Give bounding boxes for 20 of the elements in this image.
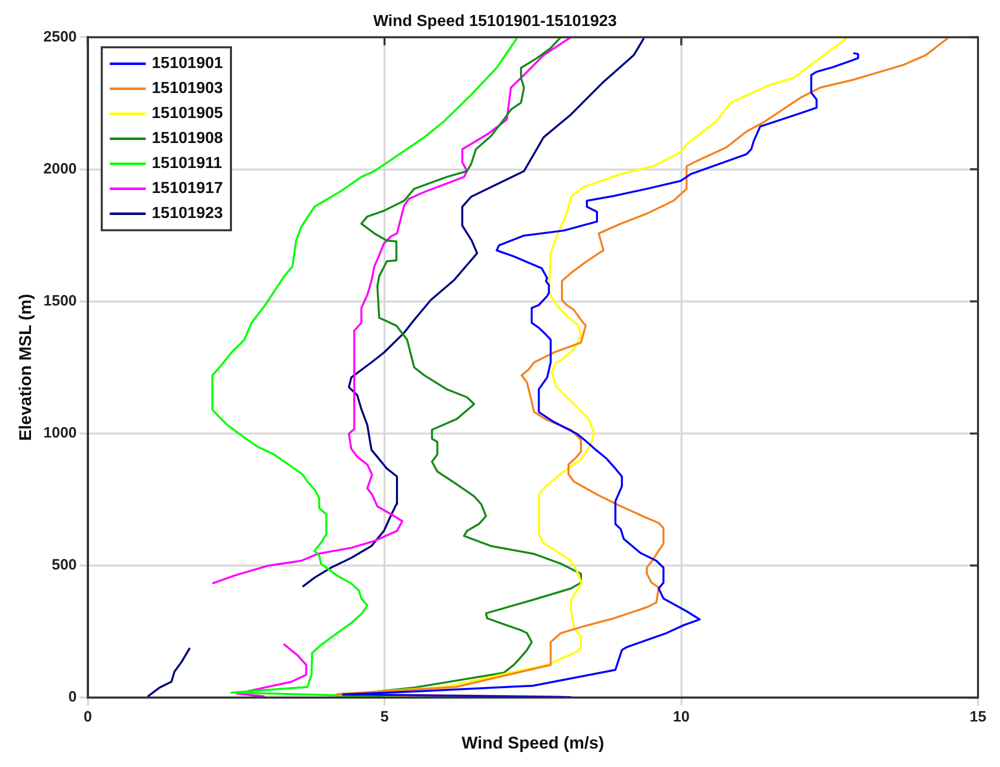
legend-label: 15101901 bbox=[152, 55, 224, 72]
y-tick-label: 0 bbox=[68, 688, 77, 706]
legend-label: 15101917 bbox=[152, 180, 224, 198]
x-tick-label: 0 bbox=[84, 708, 92, 726]
y-tick-label: 1500 bbox=[43, 292, 77, 310]
x-tick-label: 10 bbox=[672, 708, 690, 726]
y-axis-title: Elevation MSL (m) bbox=[16, 294, 35, 441]
legend-label: 15101911 bbox=[152, 155, 222, 172]
x-tick-label: 15 bbox=[970, 708, 986, 726]
y-tick-label: 2500 bbox=[43, 28, 77, 46]
y-tick-label: 2000 bbox=[43, 160, 77, 178]
legend-label: 15101905 bbox=[152, 105, 224, 122]
legend-label: 15101908 bbox=[152, 130, 224, 148]
x-axis-title: Wind Speed (m/s) bbox=[462, 733, 604, 752]
chart-title: Wind Speed 15101901-15101923 bbox=[373, 13, 617, 30]
x-tick-label: 5 bbox=[380, 708, 389, 726]
y-tick-label: 1000 bbox=[43, 424, 77, 442]
y-tick-label: 500 bbox=[52, 556, 77, 574]
legend-label: 15101923 bbox=[152, 205, 224, 222]
legend-label: 15101903 bbox=[152, 80, 224, 98]
